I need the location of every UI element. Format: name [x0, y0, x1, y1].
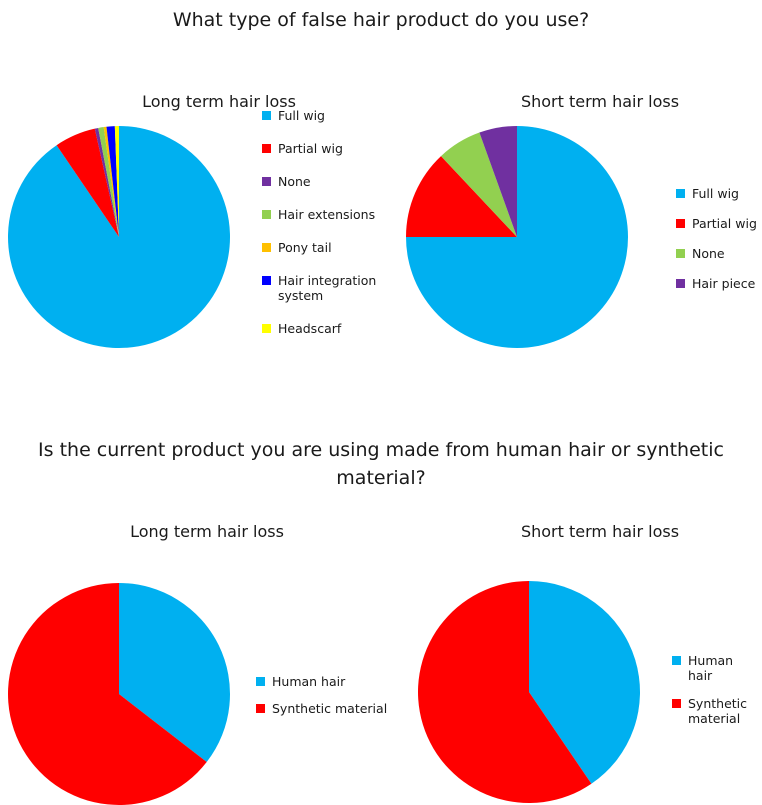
chart-2-legend-item-hair-piece: Hair piece	[676, 276, 758, 291]
chart-2-legend: Full wig Partial wig None Hair piece	[676, 186, 758, 291]
chart-1-legend-item-partial-wig: Partial wig	[262, 141, 392, 156]
chart-3-slice-human-hair	[119, 583, 230, 763]
chart-1-legend-item-hair-integration-system: Hair integration system	[262, 273, 392, 303]
chart-1-legend-item-none: None	[262, 174, 392, 189]
chart-1-slice-full-wig	[8, 126, 230, 348]
chart-1-pie	[8, 126, 230, 348]
chart-3-legend: Human hair Synthetic material	[256, 674, 396, 716]
chart-1-legend-item-headscarf: Headscarf	[262, 321, 392, 336]
chart-1-legend-label: Headscarf	[278, 321, 342, 336]
chart-1-legend-swatch	[262, 210, 271, 219]
chart-3-legend-swatch	[256, 677, 265, 686]
chart-3-legend-label: Human hair	[272, 674, 346, 689]
chart-2-legend-swatch	[676, 219, 685, 228]
question-2-heading: Is the current product you are using mad…	[38, 439, 724, 489]
chart-2-slice-none	[441, 132, 517, 237]
chart-3-legend-item-human-hair: Human hair	[256, 674, 396, 689]
chart-1-legend-swatch	[262, 243, 271, 252]
chart-2-slice-hair-piece	[479, 126, 517, 237]
chart-4-legend-item-human-hair: Human hair	[672, 653, 760, 683]
chart-1-legend-swatch	[262, 177, 271, 186]
chart-1-legend: Full wig Partial wig None Hair extensions Po…	[262, 108, 392, 336]
chart-2-legend-swatch	[676, 279, 685, 288]
chart-4-legend-item-synthetic-material: Synthetic material	[672, 696, 760, 726]
chart-1-title: Long term hair loss	[142, 92, 296, 111]
chart-1-legend-label: Hair extensions	[278, 207, 376, 222]
chart-1-legend-item-full-wig: Full wig	[262, 108, 392, 123]
chart-4-legend-label: Human hair	[688, 653, 734, 683]
chart-2-legend-label: None	[692, 246, 725, 261]
chart-1-legend-label: Partial wig	[278, 141, 343, 156]
chart-3-legend-swatch	[256, 704, 265, 713]
chart-4-legend-swatch	[672, 699, 681, 708]
chart-1-legend-item-hair-extensions: Hair extensions	[262, 207, 392, 222]
chart-1-legend-label: Full wig	[278, 108, 325, 123]
chart-2-legend-label: Partial wig	[692, 216, 757, 231]
question-1-heading: What type of false hair product do you u…	[172, 9, 590, 31]
chart-2-title: Short term hair loss	[520, 92, 680, 111]
chart-2-legend-label: Hair piece	[692, 276, 756, 291]
chart-4-title: Short term hair loss	[520, 522, 680, 541]
chart-3-legend-label: Synthetic material	[272, 701, 388, 716]
chart-1-legend-label: Hair integration system	[278, 273, 377, 303]
chart-1-legend-label: Pony tail	[278, 240, 332, 255]
chart-4-pie	[418, 581, 640, 803]
chart-1-slice-partial-wig	[56, 128, 119, 237]
chart-3-title: Long term hair loss	[130, 522, 284, 541]
chart-1-legend-swatch	[262, 276, 271, 285]
chart-1-slice-none	[94, 127, 119, 237]
chart-1-slice-hair-extensions	[98, 127, 119, 237]
chart-4-legend-label: Synthetic material	[688, 696, 748, 726]
chart-2-legend-item-none: None	[676, 246, 758, 261]
chart-3-slice-synthetic-material	[7, 583, 207, 805]
chart-2-slice-partial-wig	[406, 156, 517, 237]
chart-4-slice-synthetic-material	[418, 581, 592, 803]
chart-1-slice-pony-tail	[103, 126, 119, 237]
chart-2-legend-swatch	[676, 189, 685, 198]
chart-1-legend-label: None	[278, 174, 311, 189]
chart-2-legend-item-partial-wig: Partial wig	[676, 216, 758, 231]
chart-1-legend-swatch	[262, 111, 271, 120]
chart-1-slice-hair-integration-system	[106, 126, 119, 237]
chart-3-pie	[7, 583, 230, 805]
chart-4-slice-human-hair	[529, 581, 640, 784]
chart-1-legend-swatch	[262, 324, 271, 333]
chart-4-legend: Human hair Synthetic material	[672, 653, 760, 726]
chart-1-slice-headscarf	[114, 126, 119, 237]
chart-2-pie	[406, 126, 628, 348]
chart-1-legend-item-pony-tail: Pony tail	[262, 240, 392, 255]
chart-2-legend-label: Full wig	[692, 186, 739, 201]
chart-4-legend-swatch	[672, 656, 681, 665]
chart-3-legend-item-synthetic-material: Synthetic material	[256, 701, 396, 716]
chart-2-legend-item-full-wig: Full wig	[676, 186, 758, 201]
chart-2-legend-swatch	[676, 249, 685, 258]
chart-1-legend-swatch	[262, 144, 271, 153]
